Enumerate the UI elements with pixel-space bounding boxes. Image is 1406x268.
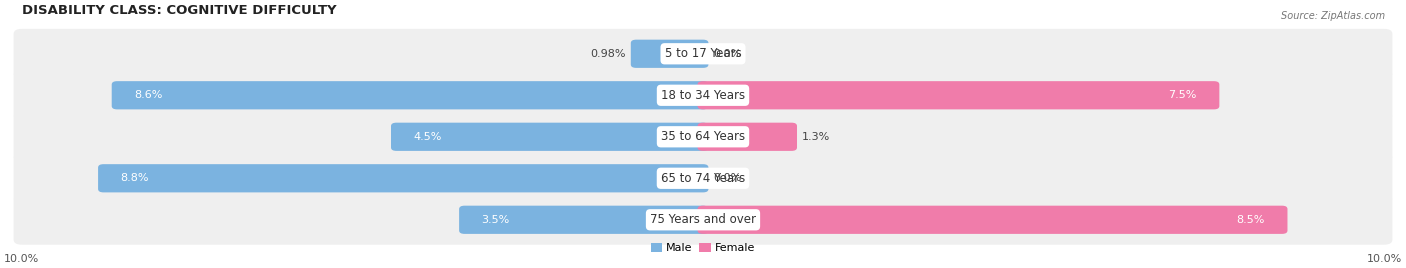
Text: 8.5%: 8.5% xyxy=(1237,215,1265,225)
FancyBboxPatch shape xyxy=(697,206,1288,234)
Text: DISABILITY CLASS: COGNITIVE DIFFICULTY: DISABILITY CLASS: COGNITIVE DIFFICULTY xyxy=(21,4,336,17)
FancyBboxPatch shape xyxy=(697,81,1219,109)
FancyBboxPatch shape xyxy=(14,112,1392,162)
FancyBboxPatch shape xyxy=(697,123,797,151)
FancyBboxPatch shape xyxy=(14,70,1392,120)
Text: 5 to 17 Years: 5 to 17 Years xyxy=(665,47,741,60)
Text: 75 Years and over: 75 Years and over xyxy=(650,213,756,226)
FancyBboxPatch shape xyxy=(14,153,1392,203)
Text: 35 to 64 Years: 35 to 64 Years xyxy=(661,130,745,143)
FancyBboxPatch shape xyxy=(460,206,709,234)
Text: 18 to 34 Years: 18 to 34 Years xyxy=(661,89,745,102)
Text: 0.98%: 0.98% xyxy=(591,49,626,59)
FancyBboxPatch shape xyxy=(14,29,1392,79)
Legend: Male, Female: Male, Female xyxy=(647,238,759,258)
Text: 8.8%: 8.8% xyxy=(121,173,149,183)
Text: 7.5%: 7.5% xyxy=(1168,90,1197,100)
FancyBboxPatch shape xyxy=(631,40,709,68)
FancyBboxPatch shape xyxy=(98,164,709,192)
FancyBboxPatch shape xyxy=(111,81,709,109)
Text: 3.5%: 3.5% xyxy=(482,215,510,225)
FancyBboxPatch shape xyxy=(14,195,1392,245)
Text: 1.3%: 1.3% xyxy=(801,132,830,142)
Text: 4.5%: 4.5% xyxy=(413,132,441,142)
Text: 8.6%: 8.6% xyxy=(134,90,163,100)
Text: 0.0%: 0.0% xyxy=(713,49,741,59)
Text: 0.0%: 0.0% xyxy=(713,173,741,183)
Text: Source: ZipAtlas.com: Source: ZipAtlas.com xyxy=(1281,11,1385,21)
Text: 65 to 74 Years: 65 to 74 Years xyxy=(661,172,745,185)
FancyBboxPatch shape xyxy=(391,123,709,151)
